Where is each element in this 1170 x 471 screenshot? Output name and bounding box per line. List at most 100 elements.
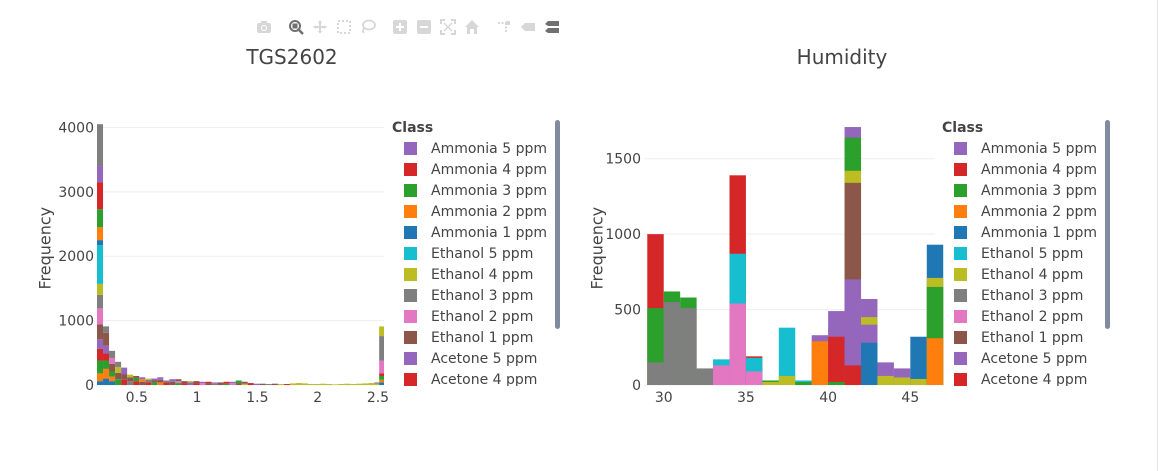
histogram-bar[interactable] bbox=[379, 336, 384, 361]
histogram-bar[interactable] bbox=[379, 326, 384, 337]
legend-item[interactable]: Ammonia 4 ppm bbox=[392, 159, 547, 180]
histogram-bar[interactable] bbox=[663, 302, 681, 385]
histogram-bar[interactable] bbox=[115, 372, 122, 380]
zoom-icon[interactable] bbox=[287, 18, 305, 36]
histogram-bar[interactable] bbox=[762, 381, 779, 385]
legend-item[interactable]: Ammonia 2 ppm bbox=[392, 201, 547, 222]
histogram-bar[interactable] bbox=[133, 377, 140, 382]
histogram-bar[interactable] bbox=[374, 383, 380, 385]
histogram-bar[interactable] bbox=[223, 383, 230, 385]
lasso-icon[interactable] bbox=[359, 18, 377, 36]
closest-hover-icon[interactable] bbox=[543, 18, 561, 36]
histogram-bar[interactable] bbox=[169, 381, 176, 385]
histogram-bar[interactable] bbox=[115, 366, 122, 373]
histogram-bar[interactable] bbox=[97, 339, 104, 349]
histogram-bar[interactable] bbox=[127, 381, 134, 385]
histogram-bar[interactable] bbox=[811, 341, 829, 385]
histogram-bar[interactable] bbox=[302, 383, 309, 385]
histogram-bar[interactable] bbox=[163, 380, 170, 383]
histogram-plot[interactable]: 0 1000 2000 3000 4000 0.5 1 1.5 2 2.5 bbox=[0, 0, 580, 471]
histogram-bar[interactable] bbox=[103, 353, 110, 361]
legend-item[interactable]: Ethanol 1 ppm bbox=[942, 327, 1083, 348]
zoom-in-icon[interactable] bbox=[391, 18, 409, 36]
histogram-bar[interactable] bbox=[326, 384, 333, 385]
histogram-bar[interactable] bbox=[193, 383, 200, 385]
histogram-bar[interactable] bbox=[277, 384, 284, 385]
histogram-bar[interactable] bbox=[157, 382, 164, 385]
histogram-bar[interactable] bbox=[139, 379, 146, 382]
histogram-bar[interactable] bbox=[145, 379, 152, 383]
histogram-bar[interactable] bbox=[379, 373, 384, 376]
histogram-bar[interactable] bbox=[133, 381, 140, 385]
histogram-bar[interactable] bbox=[145, 382, 152, 385]
histogram-bar[interactable] bbox=[861, 342, 878, 385]
histogram-bar[interactable] bbox=[97, 227, 104, 241]
histogram-bar[interactable] bbox=[680, 308, 697, 385]
histogram-bar[interactable] bbox=[175, 381, 182, 384]
legend-item[interactable]: Ammonia 1 ppm bbox=[392, 222, 547, 243]
legend-item[interactable]: Ethanol 5 ppm bbox=[392, 243, 533, 264]
histogram-bar[interactable] bbox=[163, 382, 170, 385]
histogram-bar[interactable] bbox=[109, 357, 116, 364]
legend-item[interactable]: Ammonia 3 ppm bbox=[942, 180, 1097, 201]
histogram-bar[interactable] bbox=[109, 350, 116, 358]
pan-icon[interactable] bbox=[311, 18, 329, 36]
zoom-out-icon[interactable] bbox=[415, 18, 433, 36]
legend-item[interactable]: Acetone 5 ppm bbox=[392, 348, 537, 369]
histogram-bar[interactable] bbox=[205, 381, 212, 384]
legend-item[interactable]: Acetone 5 ppm bbox=[942, 348, 1087, 369]
compare-hover-icon[interactable] bbox=[519, 18, 537, 36]
legend-scrollbar[interactable] bbox=[555, 120, 560, 329]
legend-scrollbar[interactable] bbox=[1105, 120, 1110, 329]
histogram-bar[interactable] bbox=[157, 379, 164, 383]
histogram-bar[interactable] bbox=[362, 383, 369, 385]
legend-item[interactable]: Ethanol 3 ppm bbox=[392, 285, 533, 306]
histogram-bar[interactable] bbox=[379, 379, 384, 383]
histogram-bar[interactable] bbox=[181, 383, 188, 385]
histogram-bar[interactable] bbox=[778, 327, 796, 385]
histogram-bar[interactable] bbox=[205, 383, 212, 385]
histogram-bar[interactable] bbox=[121, 367, 128, 375]
spike-lines-icon[interactable] bbox=[495, 18, 513, 36]
reset-axes-icon[interactable] bbox=[463, 18, 481, 36]
legend-item[interactable]: Ethanol 2 ppm bbox=[392, 306, 533, 327]
histogram-bar[interactable] bbox=[229, 383, 236, 385]
histogram-bar[interactable] bbox=[253, 383, 260, 385]
histogram-bar[interactable] bbox=[235, 383, 242, 385]
histogram-bar[interactable] bbox=[910, 336, 927, 385]
histogram-bar[interactable] bbox=[926, 338, 944, 385]
histogram-bar[interactable] bbox=[121, 379, 128, 385]
histogram-bar[interactable] bbox=[175, 383, 182, 385]
histogram-bar[interactable] bbox=[320, 383, 327, 385]
histogram-bar[interactable] bbox=[193, 381, 200, 384]
histogram-bar[interactable] bbox=[308, 384, 315, 385]
histogram-bar[interactable] bbox=[910, 378, 927, 385]
histogram-bar[interactable] bbox=[97, 308, 104, 325]
histogram-bar[interactable] bbox=[283, 384, 290, 385]
autoscale-icon[interactable] bbox=[439, 18, 457, 36]
legend-item[interactable]: Ammonia 3 ppm bbox=[392, 180, 547, 201]
histogram-bar[interactable] bbox=[97, 240, 104, 246]
histogram-bar[interactable] bbox=[241, 381, 248, 384]
histogram-bar[interactable] bbox=[211, 383, 218, 385]
histogram-bar[interactable] bbox=[115, 361, 122, 367]
histogram-bar[interactable] bbox=[181, 381, 188, 384]
histogram-bar[interactable] bbox=[121, 374, 128, 380]
legend-item[interactable]: Acetone 4 ppm bbox=[942, 369, 1087, 386]
histogram-bar[interactable] bbox=[175, 379, 182, 382]
legend-item[interactable]: Ethanol 5 ppm bbox=[942, 243, 1083, 264]
legend-item[interactable]: Ammonia 4 ppm bbox=[942, 159, 1097, 180]
histogram-bar[interactable] bbox=[229, 381, 236, 384]
histogram-bar[interactable] bbox=[696, 368, 714, 385]
histogram-bar[interactable] bbox=[265, 384, 272, 385]
histogram-bar[interactable] bbox=[97, 324, 104, 340]
histogram-bar[interactable] bbox=[223, 381, 230, 384]
camera-icon[interactable] bbox=[255, 18, 273, 36]
legend-item[interactable]: Ammonia 5 ppm bbox=[942, 138, 1097, 159]
histogram-bar[interactable] bbox=[97, 348, 104, 361]
histogram-bar[interactable] bbox=[828, 381, 845, 385]
histogram-bar[interactable] bbox=[745, 371, 763, 385]
histogram-bar[interactable] bbox=[97, 360, 104, 374]
histogram-bar[interactable] bbox=[350, 384, 357, 385]
